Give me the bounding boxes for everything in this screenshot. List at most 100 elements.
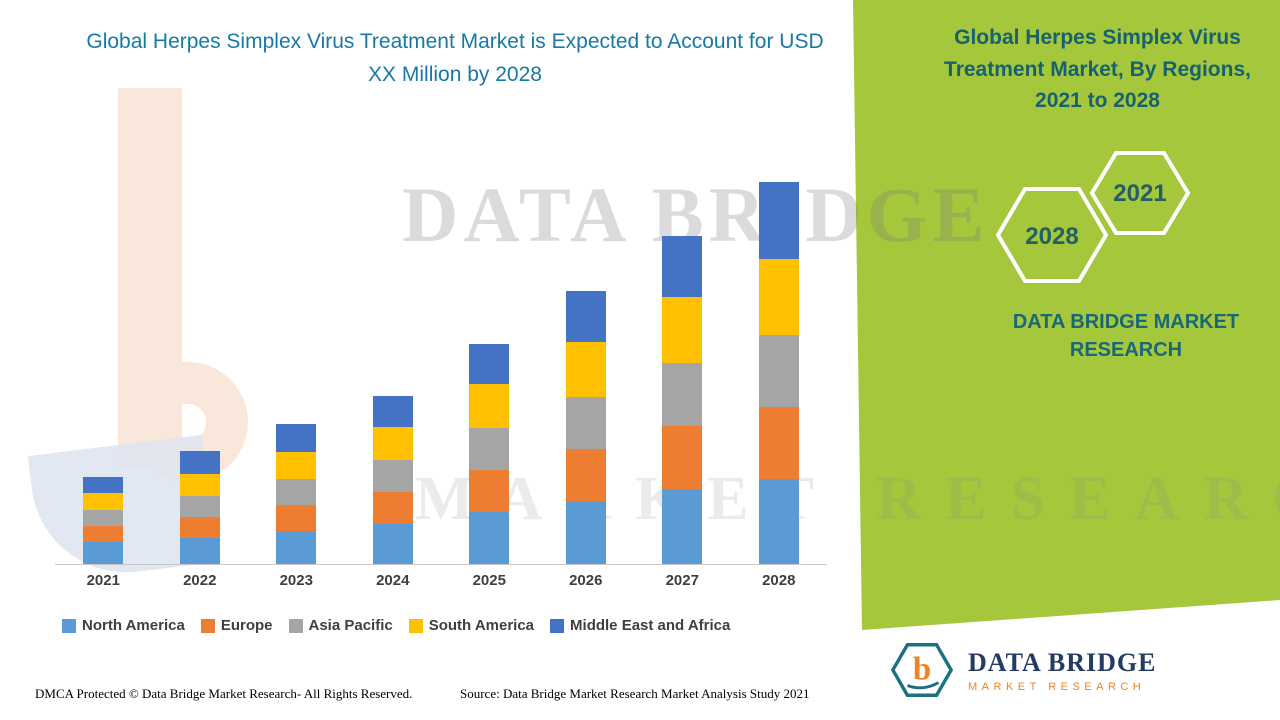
bar-segment-asia-pacific: [83, 510, 124, 526]
bar-segment-asia-pacific: [662, 363, 703, 426]
logo-subtitle: MARKET RESEARCH: [968, 680, 1146, 693]
bar-segment-north-america: [469, 512, 510, 564]
bar-segment-europe: [758, 407, 799, 479]
bar-segment-south-america: [83, 493, 124, 510]
bar-segment-asia-pacific: [179, 496, 220, 517]
bar-column: [248, 165, 345, 564]
bar-segment-south-america: [565, 342, 606, 397]
stacked-bar-2025: [469, 344, 510, 564]
legend-swatch: [550, 618, 565, 633]
bar-column: [634, 165, 731, 564]
x-axis-label: 2023: [279, 572, 313, 589]
bar-segment-middle-east-and-africa: [372, 396, 413, 427]
x-axis-label: 2028: [762, 572, 796, 589]
legend-label: Europe: [220, 617, 273, 634]
bar-segment-europe: [276, 505, 317, 531]
legend-item: Europe: [200, 617, 273, 634]
legend-swatch: [288, 618, 303, 633]
bar-segment-north-america: [276, 531, 317, 564]
bar-column: [152, 165, 249, 564]
bar-column: [441, 165, 538, 564]
legend-label: Asia Pacific: [308, 617, 393, 634]
bar-segment-north-america: [758, 479, 799, 564]
bar-segment-north-america: [372, 524, 413, 564]
hexagon-year-2021: 2021: [1113, 180, 1166, 207]
bar-segment-europe: [372, 492, 413, 524]
bar-segment-europe: [662, 426, 703, 489]
bar-segment-middle-east-and-africa: [469, 344, 510, 384]
bar-segment-north-america: [565, 501, 606, 564]
logo-texts: DATA BRIDGE MARKET RESEARCH: [968, 648, 1156, 693]
bar-segment-middle-east-and-africa: [83, 477, 124, 493]
year-hexagons: 2028 2021: [995, 151, 1191, 283]
bar-segment-europe: [83, 526, 124, 542]
bar-segment-europe: [469, 470, 510, 512]
legend-item: South America: [408, 617, 535, 634]
dmca-notice: DMCA Protected © Data Bridge Market Rese…: [35, 686, 413, 701]
hexagon-2028-outline: [995, 187, 1109, 283]
legend-label: South America: [428, 617, 535, 634]
bar-segment-asia-pacific: [372, 460, 413, 492]
x-axis-label: 2026: [569, 572, 603, 589]
hexagon-2021-outline: [1089, 151, 1191, 235]
side-panel-title: Global Herpes Simplex Virus Treatment Ma…: [944, 26, 1251, 112]
stacked-bar-2027: [662, 236, 703, 564]
bar-segment-south-america: [372, 427, 413, 460]
logo-monogram: b: [913, 652, 931, 688]
bar-segment-europe: [565, 449, 606, 501]
chart-title: Global Herpes Simplex Virus Treatment Ma…: [86, 30, 824, 86]
bars-row: [55, 165, 827, 565]
bar-segment-middle-east-and-africa: [565, 291, 606, 342]
bar-segment-south-america: [179, 474, 220, 496]
x-axis-labels: 2021 2022 2023 2024 2025 2026 2027 2028: [55, 572, 827, 589]
bar-segment-middle-east-and-africa: [758, 182, 799, 259]
bar-segment-south-america: [276, 452, 317, 479]
watermark-text-marketresearch: MARKET RESEARCH: [415, 465, 1280, 533]
bar-segment-north-america: [662, 489, 703, 564]
legend-label: Middle East and Africa: [570, 617, 731, 634]
stacked-bar-2022: [179, 451, 220, 564]
stacked-bar-2026: [565, 291, 606, 564]
bar-segment-europe: [179, 517, 220, 538]
x-axis-label: 2025: [472, 572, 506, 589]
stacked-bar-2021: [83, 477, 124, 564]
bar-segment-middle-east-and-africa: [662, 236, 703, 297]
source-note: Source: Data Bridge Market Research Mark…: [460, 686, 810, 701]
hexagon-year-2028: 2028: [1025, 223, 1078, 250]
legend-swatch: [62, 618, 76, 633]
brand-text: DATA BRIDGE MARKET RESEARCH: [1012, 311, 1240, 361]
company-logo: b DATA BRIDGE MARKET RESEARCH: [888, 634, 1156, 706]
legend-swatch: [200, 618, 215, 633]
bar-segment-middle-east-and-africa: [179, 451, 220, 474]
bar-segment-asia-pacific: [758, 335, 799, 407]
legend-label: North America: [82, 617, 185, 634]
bar-column: [538, 165, 635, 564]
legend-item: Middle East and Africa: [550, 617, 730, 634]
stacked-bar-2024: [372, 396, 413, 564]
bar-segment-middle-east-and-africa: [276, 424, 317, 452]
x-axis-label: 2021: [86, 572, 120, 589]
bar-segment-asia-pacific: [469, 428, 510, 470]
logo-swoosh: [906, 681, 940, 690]
bar-segment-south-america: [758, 259, 799, 335]
bar-segment-asia-pacific: [565, 397, 606, 449]
bar-segment-asia-pacific: [276, 479, 317, 505]
bar-segment-south-america: [469, 384, 510, 428]
x-axis-label: 2022: [183, 572, 217, 589]
bar-column: [55, 165, 152, 564]
x-axis-label: 2027: [665, 572, 699, 589]
legend-swatch: [408, 618, 423, 633]
x-axis-label: 2024: [376, 572, 410, 589]
legend-item: North America: [62, 617, 185, 634]
legend: North America Europe Asia Pacific South Ame…: [62, 617, 730, 634]
stacked-bar-2028: [758, 182, 799, 564]
bar-segment-north-america: [179, 538, 220, 564]
legend-item: Asia Pacific: [288, 617, 393, 634]
stacked-bar-2023: [276, 424, 317, 564]
bar-segment-north-america: [83, 542, 124, 564]
logo-name: DATA BRIDGE: [968, 647, 1157, 677]
logo-hexagon-icon: b: [890, 643, 954, 697]
bar-column: [731, 165, 828, 564]
